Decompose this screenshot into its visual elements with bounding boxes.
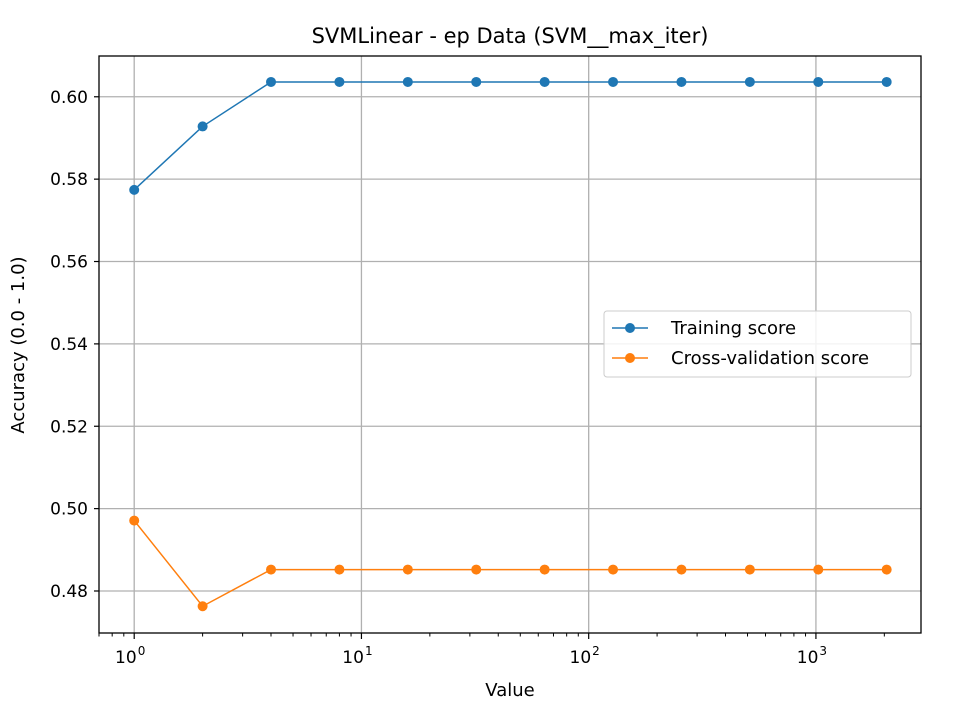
x-axis-label: Value xyxy=(485,680,534,701)
y-tick-label: 0.48 xyxy=(50,582,88,602)
legend-label-cross-validation: Cross-validation score xyxy=(671,348,869,369)
data-point-training xyxy=(129,184,140,195)
data-point-cross-validation xyxy=(471,564,482,575)
y-tick-label: 0.50 xyxy=(50,500,88,520)
chart-title: SVMLinear - ep Data (SVM__max_iter) xyxy=(312,24,709,49)
data-point-training xyxy=(402,76,413,87)
data-point-cross-validation xyxy=(539,564,550,575)
legend: Training score Cross-validation score xyxy=(603,310,912,378)
y-axis-label: Accuracy (0.0 - 1.0) xyxy=(8,256,29,433)
series-training xyxy=(129,76,892,195)
y-tick-label: 0.60 xyxy=(50,88,88,108)
data-point-training xyxy=(881,76,892,87)
legend-marker-training xyxy=(625,323,635,333)
data-point-cross-validation xyxy=(334,564,345,575)
data-point-training xyxy=(608,76,619,87)
data-point-training xyxy=(539,76,550,87)
data-point-cross-validation xyxy=(608,564,619,575)
data-point-training xyxy=(471,76,482,87)
y-axis: 0.48 0.50 0.52 0.54 0.56 0.58 0.60 xyxy=(50,88,99,602)
data-point-cross-validation xyxy=(129,515,140,526)
legend-label-training: Training score xyxy=(670,318,796,339)
data-point-cross-validation xyxy=(266,564,277,575)
plot-frame xyxy=(98,55,922,634)
data-point-cross-validation xyxy=(813,564,824,575)
series-line-cross-validation xyxy=(133,520,887,608)
data-point-cross-validation xyxy=(881,564,892,575)
data-point-cross-validation xyxy=(402,564,413,575)
series-line-training xyxy=(133,81,887,191)
legend-marker-cross-validation xyxy=(625,353,635,363)
data-point-training xyxy=(334,76,345,87)
data-point-training xyxy=(266,76,277,87)
data-point-cross-validation xyxy=(197,601,208,612)
data-point-cross-validation xyxy=(676,564,687,575)
y-tick-label: 0.52 xyxy=(50,417,88,437)
series-layer xyxy=(129,76,892,612)
data-point-training xyxy=(676,76,687,87)
series-cross-validation xyxy=(129,515,892,612)
data-point-cross-validation xyxy=(744,564,755,575)
y-tick-label: 0.58 xyxy=(50,170,88,190)
y-tick-label: 0.56 xyxy=(50,253,88,273)
data-point-training xyxy=(197,121,208,132)
data-point-training xyxy=(744,76,755,87)
legend-box xyxy=(603,310,912,378)
x-axis: 100 101 102 103 xyxy=(98,633,885,668)
data-point-training xyxy=(813,76,824,87)
y-tick-label: 0.54 xyxy=(50,335,88,355)
